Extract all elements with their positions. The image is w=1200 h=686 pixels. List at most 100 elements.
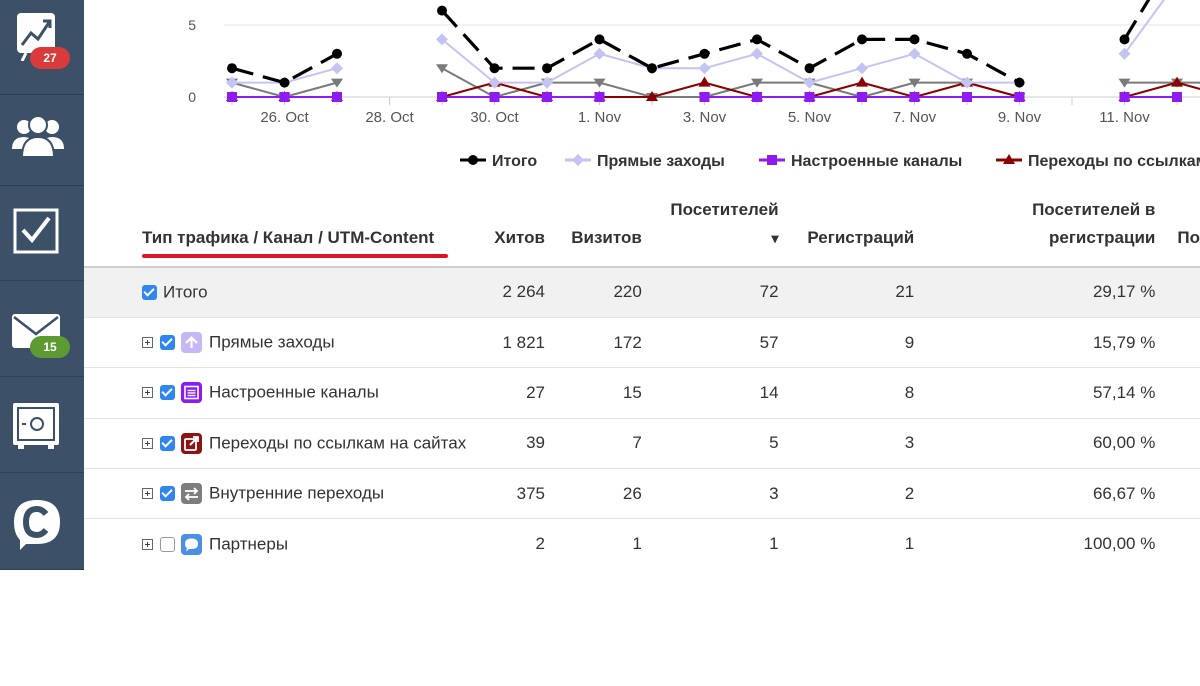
cell-truncated	[1155, 265, 1200, 318]
row-label: Итого	[163, 282, 208, 302]
column-header-visitors[interactable]: Посетителей ▾	[642, 196, 779, 267]
cell-visits: 26	[544, 468, 642, 520]
data-point	[908, 47, 921, 60]
data-point	[1172, 92, 1182, 102]
cell-visits: 1	[632, 534, 642, 554]
row-checkbox[interactable]	[160, 435, 175, 451]
cell-registrations: 3	[778, 418, 915, 470]
safe-icon	[13, 403, 59, 449]
traffic-chart: 0 5 26. Oct 28. Oct 30. Oct 1. Nov 3. Nov 5. No…	[84, 0, 1200, 186]
data-point	[1118, 78, 1131, 88]
cell-visitors: 72	[641, 265, 779, 318]
data-point	[698, 76, 711, 87]
legend-item-1[interactable]: Прямые заходы	[565, 153, 725, 170]
checkbox-icon	[13, 208, 59, 254]
series-line	[1123, 0, 1151, 41]
data-point	[857, 92, 867, 102]
data-point	[489, 63, 500, 74]
row-label: Прямые заходы	[209, 332, 335, 352]
data-point	[1119, 34, 1130, 45]
sidebar-item-users[interactable]	[0, 95, 84, 186]
legend-label: Настроенные каналы	[791, 153, 962, 170]
data-point	[909, 34, 920, 45]
data-point	[751, 47, 763, 60]
sidebar-item-analytics[interactable]: 27	[0, 0, 84, 95]
data-point	[488, 76, 501, 89]
row-checkbox[interactable]	[160, 536, 175, 552]
column-header-visits[interactable]: Визитов	[571, 228, 642, 247]
data-point	[961, 76, 973, 89]
cell-visitors: 57	[641, 317, 779, 369]
legend-item-2[interactable]: Настроенные каналы	[759, 153, 962, 170]
cell-registrations: 9	[778, 317, 915, 369]
sidebar-item-mail[interactable]: 15	[0, 281, 84, 377]
data-point	[332, 48, 342, 59]
column-header-truncated[interactable]: По	[1177, 228, 1200, 247]
legend-label: Переходы по ссылкам на сайтах	[1028, 153, 1200, 170]
row-label: Настроенные каналы	[209, 382, 379, 402]
cell-truncated	[1155, 519, 1200, 569]
series-line	[1124, 81, 1200, 98]
traffic-table: Тип трафика / Канал / UTM-Content Хитов …	[84, 196, 1200, 569]
cell-conversion: 60,00 %	[914, 418, 1156, 470]
chart-trend-icon	[17, 13, 55, 61]
data-point	[1171, 76, 1183, 87]
data-point	[542, 92, 552, 102]
sidebar-item-vault[interactable]	[0, 377, 84, 473]
data-point	[1014, 92, 1025, 102]
row-checkbox[interactable]	[160, 335, 175, 351]
data-point	[699, 48, 710, 59]
sidebar-item-tasks[interactable]	[0, 186, 84, 281]
data-point	[593, 78, 606, 88]
list-icon	[181, 382, 202, 404]
data-point	[1119, 92, 1130, 102]
column-header-label: Тип трафика / Канал / UTM-Content	[142, 228, 435, 247]
data-point	[909, 92, 920, 102]
legend-marker	[767, 155, 777, 165]
cell-visitors: 5	[641, 418, 779, 470]
cell-visits: 15	[544, 367, 642, 419]
data-point	[437, 5, 447, 16]
data-point	[489, 92, 500, 102]
row-checkbox[interactable]	[160, 486, 175, 502]
expand-toggle-icon[interactable]	[142, 538, 153, 550]
column-header-hits[interactable]: Хитов	[494, 228, 545, 247]
data-point	[594, 92, 605, 102]
row-checkbox[interactable]	[142, 285, 157, 301]
expand-toggle-icon[interactable]	[142, 488, 153, 500]
cell-conversion: 66,67 %	[914, 468, 1156, 520]
data-point	[594, 34, 605, 45]
legend-item-0[interactable]: Итого	[460, 153, 537, 170]
series-0	[227, 0, 1151, 88]
speech-bubble-icon	[181, 533, 202, 555]
column-header-traffic-type[interactable]: Тип трафика / Канал / UTM-Content	[84, 196, 466, 267]
sidebar-item-chat[interactable]	[0, 473, 84, 570]
legend-item-3[interactable]: Переходы по ссылкам на сайтах	[996, 153, 1200, 170]
data-point	[1118, 47, 1131, 60]
x-tick-label: 1. Nov	[578, 109, 622, 126]
x-tick-label: 9. Nov	[998, 109, 1042, 126]
table-header-row: Тип трафика / Канал / UTM-Content Хитов …	[84, 196, 1200, 267]
column-header-registrations[interactable]: Регистраций	[807, 228, 915, 247]
expand-toggle-icon[interactable]	[142, 437, 153, 449]
data-point	[331, 78, 343, 88]
cell-registrations: 2	[778, 468, 915, 520]
cell-hits: 2	[535, 534, 545, 554]
cell-truncated	[1155, 317, 1200, 369]
cell-registrations: 1	[904, 534, 915, 554]
data-point	[593, 47, 606, 60]
cell-conversion: 29,17 %	[914, 265, 1156, 318]
data-point	[698, 62, 711, 75]
column-header-conversion[interactable]: Посетителей в регистрации	[1032, 200, 1156, 247]
data-point	[751, 78, 763, 88]
sort-desc-icon: ▾	[771, 230, 779, 246]
y-tick-label: 5	[188, 17, 196, 33]
data-point	[226, 76, 238, 89]
expand-toggle-icon[interactable]	[142, 387, 153, 399]
legend-label: Прямые заходы	[597, 153, 725, 170]
expand-toggle-icon[interactable]	[142, 337, 153, 349]
legend-marker	[1003, 154, 1015, 164]
cell-hits: 39	[466, 418, 545, 470]
row-checkbox[interactable]	[160, 385, 175, 401]
swap-arrows-icon	[181, 483, 202, 505]
